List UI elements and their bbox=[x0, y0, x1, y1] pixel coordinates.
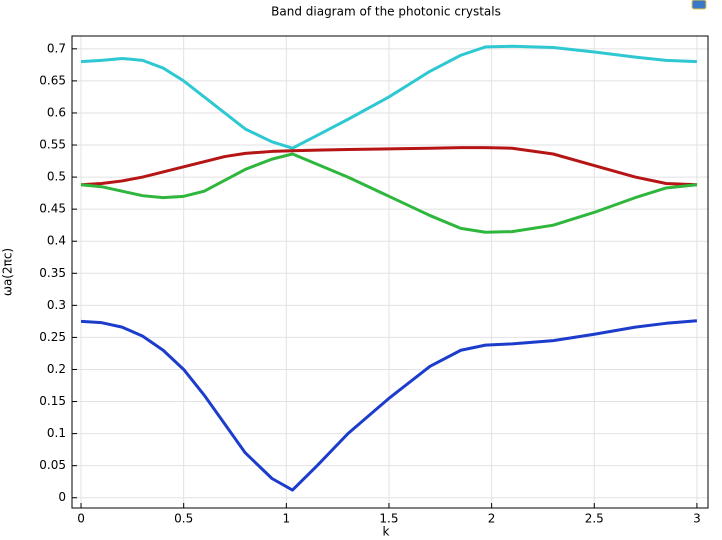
x-tick-label: 2 bbox=[488, 512, 496, 526]
y-tick-label: 0.25 bbox=[39, 330, 66, 344]
y-tick-label: 0.7 bbox=[47, 41, 66, 55]
series-line bbox=[80, 146, 697, 187]
y-tick-label: 0.3 bbox=[47, 298, 66, 312]
x-tick-label: 0.5 bbox=[174, 512, 193, 526]
y-tick-label: 0.05 bbox=[39, 458, 66, 472]
y-tick-label: 0.65 bbox=[39, 73, 66, 87]
series-line bbox=[80, 319, 698, 492]
x-tick-label: 3 bbox=[693, 512, 701, 526]
y-tick-label: 0.4 bbox=[47, 234, 66, 248]
y-tick-label: 0.55 bbox=[39, 138, 66, 152]
x-tick-label: 1.5 bbox=[379, 512, 398, 526]
y-tick-label: 0.6 bbox=[47, 105, 66, 119]
y-tick-label: 0.15 bbox=[39, 394, 66, 408]
x-tick-label: 2.5 bbox=[585, 512, 604, 526]
y-tick-label: 0.35 bbox=[39, 266, 66, 280]
y-tick-label: 0.1 bbox=[47, 426, 66, 440]
x-tick-label: 1 bbox=[283, 512, 291, 526]
series-line bbox=[80, 152, 698, 234]
plot-frame bbox=[71, 35, 709, 509]
chart-title: Band diagram of the photonic crystals bbox=[271, 5, 501, 19]
y-axis-label: ωa(2πc) bbox=[1, 248, 15, 296]
y-tick-label: 0.45 bbox=[39, 202, 66, 216]
y-tick-label: 0 bbox=[58, 490, 66, 504]
y-tick-label: 0.5 bbox=[47, 170, 66, 184]
toolbar-icon[interactable] bbox=[691, 0, 707, 10]
x-axis-label: k bbox=[383, 525, 390, 539]
y-tick-label: 0.2 bbox=[47, 362, 66, 376]
x-tick-label: 0 bbox=[77, 512, 85, 526]
series-line bbox=[80, 44, 697, 150]
